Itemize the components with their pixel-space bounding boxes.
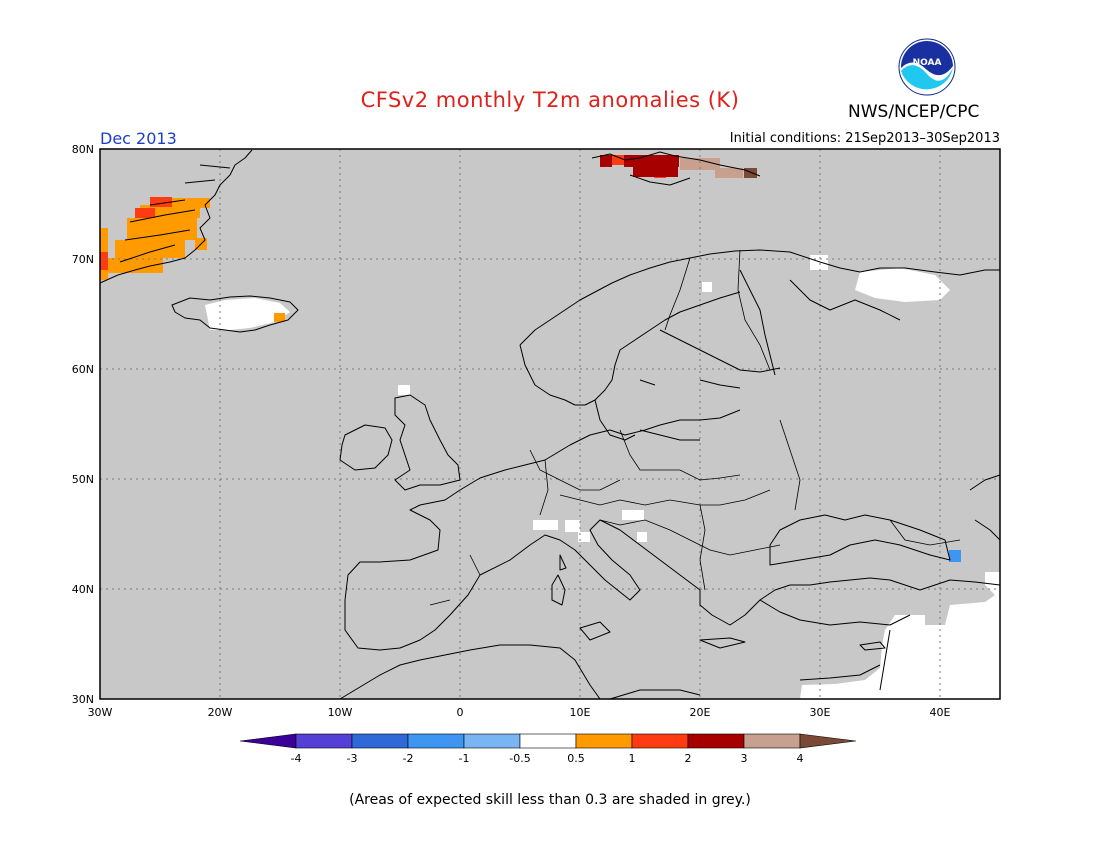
lat-label: 50N bbox=[72, 473, 94, 486]
forecast-month: Dec 2013 bbox=[100, 129, 177, 148]
lat-label: 70N bbox=[72, 253, 94, 266]
colorbar-label: 2 bbox=[685, 752, 692, 765]
brown-anomaly-cell bbox=[744, 168, 757, 178]
orange-anomaly-cells bbox=[100, 198, 285, 322]
lat-label: 80N bbox=[72, 143, 94, 156]
colorbar-swatch bbox=[519, 733, 577, 749]
colorbar-swatch bbox=[463, 733, 521, 749]
colorbar-swatch bbox=[407, 733, 465, 749]
colorbar-swatch bbox=[799, 733, 857, 749]
colorbar-label: -0.5 bbox=[509, 752, 530, 765]
colorbar-swatch bbox=[239, 733, 297, 749]
lon-label: 10W bbox=[328, 706, 353, 719]
colorbar-labels: -4 -3 -2 -1 -0.5 0.5 1 2 3 4 bbox=[291, 752, 804, 765]
initial-conditions: Initial conditions: 21Sep2013–30Sep2013 bbox=[729, 131, 1000, 146]
colorbar-label: 4 bbox=[797, 752, 804, 765]
longitude-labels: 30W 20W 10W 0 10E 20E 30E 40E bbox=[88, 706, 951, 719]
colorbar-swatch bbox=[351, 733, 409, 749]
white-anomaly-patches bbox=[205, 255, 1000, 699]
lat-label: 40N bbox=[72, 583, 94, 596]
coastlines bbox=[99, 149, 1001, 700]
lon-label: 30W bbox=[88, 706, 113, 719]
tan-anomaly-cells bbox=[680, 158, 743, 178]
agency-label: NWS/NCEP/CPC bbox=[848, 102, 980, 122]
colorbar-swatch bbox=[743, 733, 801, 749]
lat-label: 30N bbox=[72, 693, 94, 706]
blue-anomaly-cell bbox=[949, 550, 961, 562]
lon-label: 40E bbox=[930, 706, 951, 719]
country-borders bbox=[429, 249, 961, 606]
colorbar-label: -4 bbox=[291, 752, 302, 765]
lon-label: 0 bbox=[457, 706, 464, 719]
colorbar-swatch bbox=[631, 733, 689, 749]
colorbar-label: 1 bbox=[629, 752, 636, 765]
colorbar-swatch bbox=[575, 733, 633, 749]
lon-label: 20E bbox=[690, 706, 711, 719]
map-grid bbox=[100, 149, 1000, 699]
colorbar-label: -2 bbox=[403, 752, 414, 765]
colorbar-swatch bbox=[295, 733, 353, 749]
map-background bbox=[100, 149, 1000, 699]
colorbar-label: 3 bbox=[741, 752, 748, 765]
colorbar-label: -3 bbox=[347, 752, 358, 765]
colorbar-label: 0.5 bbox=[567, 752, 585, 765]
map-title: CFSv2 monthly T2m anomalies (K) bbox=[360, 88, 740, 112]
lon-label: 20W bbox=[208, 706, 233, 719]
lat-label: 60N bbox=[72, 363, 94, 376]
colorbar-swatch bbox=[687, 733, 745, 749]
colorbar-label: -1 bbox=[459, 752, 470, 765]
colorbar bbox=[239, 733, 857, 749]
logo-text: NOAA bbox=[913, 58, 942, 68]
noaa-logo: NOAA bbox=[898, 38, 956, 96]
latitude-labels: 80N 70N 60N 50N 40N 30N bbox=[72, 143, 94, 706]
map-frame bbox=[99, 148, 1001, 700]
lon-label: 30E bbox=[810, 706, 831, 719]
skill-footnote: (Areas of expected skill less than 0.3 a… bbox=[349, 792, 751, 808]
lon-label: 10E bbox=[570, 706, 591, 719]
